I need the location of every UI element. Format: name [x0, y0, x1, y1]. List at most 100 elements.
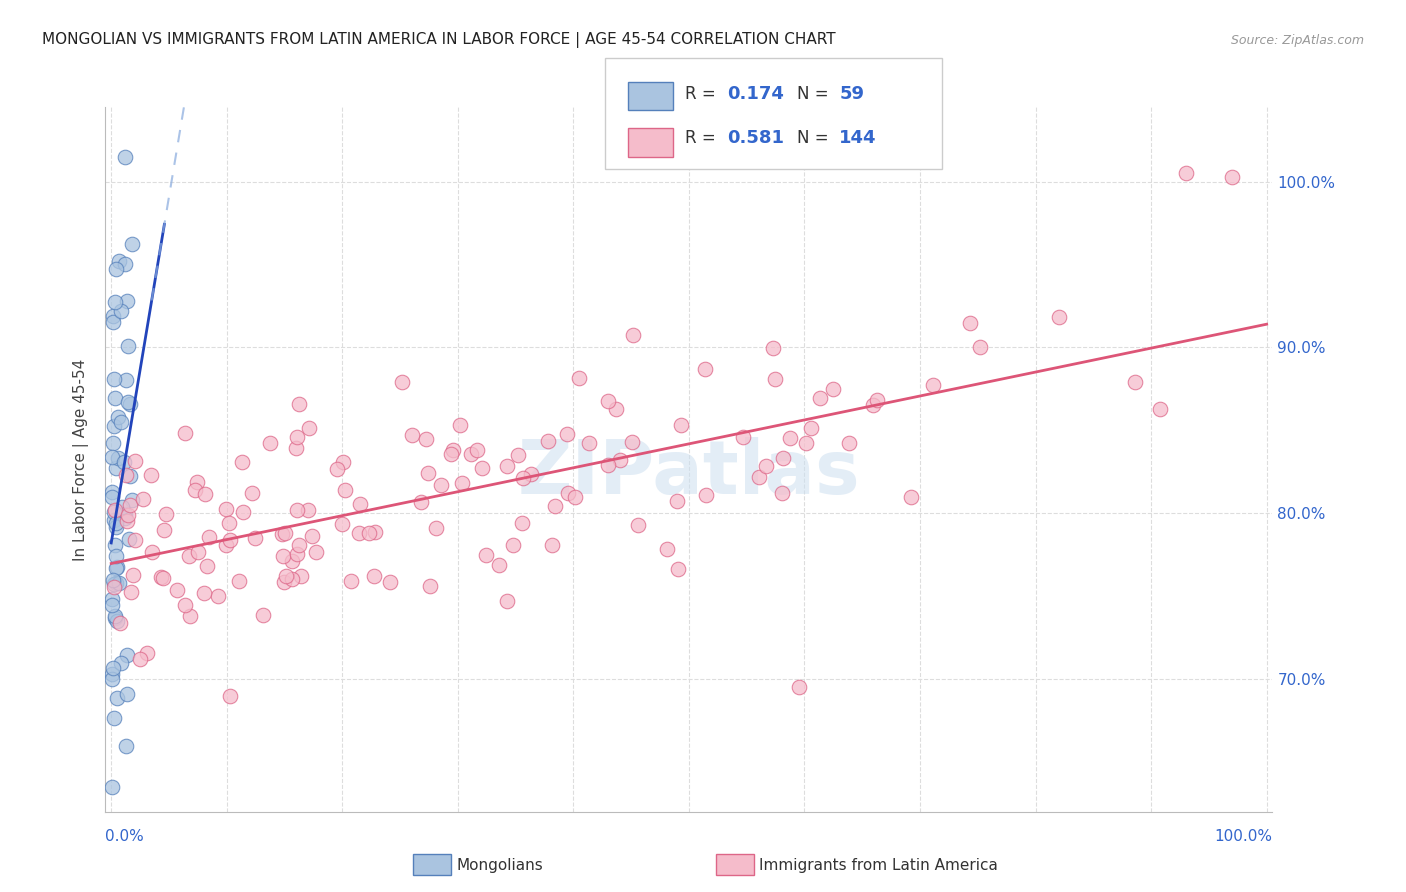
Point	[401, 428, 423, 442]
Point	[787, 681, 810, 695]
Point	[520, 467, 543, 482]
Point	[187, 545, 209, 559]
Point	[128, 652, 150, 666]
Point	[117, 395, 139, 409]
Point	[779, 431, 801, 445]
Point	[502, 538, 524, 552]
Point	[838, 436, 860, 450]
Point	[506, 448, 529, 462]
Point	[419, 579, 441, 593]
Point	[114, 455, 136, 469]
Point	[120, 584, 142, 599]
Point	[104, 503, 127, 517]
Point	[274, 526, 297, 541]
Text: 0.174: 0.174	[727, 86, 783, 103]
Point	[364, 525, 387, 540]
Point	[101, 780, 124, 794]
Point	[155, 507, 177, 521]
Point	[772, 450, 794, 465]
Point	[101, 673, 124, 687]
Point	[252, 608, 274, 623]
Point	[101, 599, 124, 613]
Point	[564, 490, 586, 504]
Point	[135, 646, 157, 660]
Point	[115, 468, 138, 483]
Point	[862, 398, 884, 412]
Point	[349, 497, 371, 511]
Point	[415, 432, 437, 446]
Point	[139, 467, 162, 482]
Text: 144: 144	[839, 129, 877, 147]
Point	[101, 490, 124, 504]
Point	[215, 502, 238, 516]
Point	[274, 569, 297, 583]
Point	[207, 589, 229, 603]
Point	[243, 531, 266, 545]
Point	[285, 441, 308, 455]
Point	[101, 484, 124, 499]
Point	[1149, 401, 1171, 416]
Point	[124, 533, 146, 547]
Point	[1047, 310, 1070, 324]
Point	[1174, 166, 1197, 180]
Text: Mongolians: Mongolians	[457, 858, 544, 872]
Point	[173, 598, 195, 612]
Point	[101, 435, 124, 450]
Point	[149, 570, 172, 584]
Point	[194, 487, 217, 501]
Point	[665, 494, 688, 508]
Text: 59: 59	[839, 86, 865, 103]
Point	[186, 475, 208, 489]
Text: N =: N =	[797, 129, 834, 147]
Point	[115, 514, 138, 528]
Point	[101, 591, 124, 606]
Point	[273, 574, 295, 589]
Point	[440, 447, 463, 461]
Point	[969, 340, 991, 354]
Point	[441, 442, 464, 457]
Point	[866, 393, 889, 408]
Point	[193, 586, 215, 600]
Point	[105, 560, 128, 574]
Point	[287, 547, 309, 561]
Point	[298, 421, 321, 435]
Point	[101, 450, 124, 464]
Point	[378, 575, 401, 590]
Point	[117, 339, 139, 353]
Point	[218, 516, 240, 530]
Point	[114, 150, 136, 164]
Point	[578, 435, 600, 450]
Point	[596, 394, 619, 409]
Point	[118, 397, 141, 411]
Point	[240, 486, 263, 500]
Point	[103, 315, 125, 329]
Point	[110, 415, 132, 429]
Text: N =: N =	[797, 86, 834, 103]
Point	[110, 304, 132, 318]
Point	[748, 470, 770, 484]
Point	[330, 517, 353, 532]
Point	[103, 372, 125, 386]
Point	[496, 594, 519, 608]
Point	[326, 461, 349, 475]
Point	[115, 739, 138, 753]
Point	[179, 549, 201, 563]
Point	[285, 430, 308, 444]
Point	[117, 648, 139, 662]
Text: MONGOLIAN VS IMMIGRANTS FROM LATIN AMERICA IN LABOR FORCE | AGE 45-54 CORRELATIO: MONGOLIAN VS IMMIGRANTS FROM LATIN AMERI…	[42, 32, 835, 48]
Point	[609, 453, 631, 467]
Point	[339, 574, 361, 588]
Point	[107, 409, 129, 424]
Text: Source: ZipAtlas.com: Source: ZipAtlas.com	[1230, 34, 1364, 46]
Point	[104, 538, 127, 552]
Point	[120, 498, 142, 512]
Point	[669, 417, 692, 432]
Point	[111, 500, 134, 514]
Point	[152, 571, 174, 585]
Point	[118, 532, 141, 546]
Point	[103, 711, 125, 725]
Point	[537, 434, 560, 449]
Text: 100.0%: 100.0%	[1215, 830, 1272, 845]
Point	[900, 490, 922, 504]
Point	[495, 459, 517, 474]
